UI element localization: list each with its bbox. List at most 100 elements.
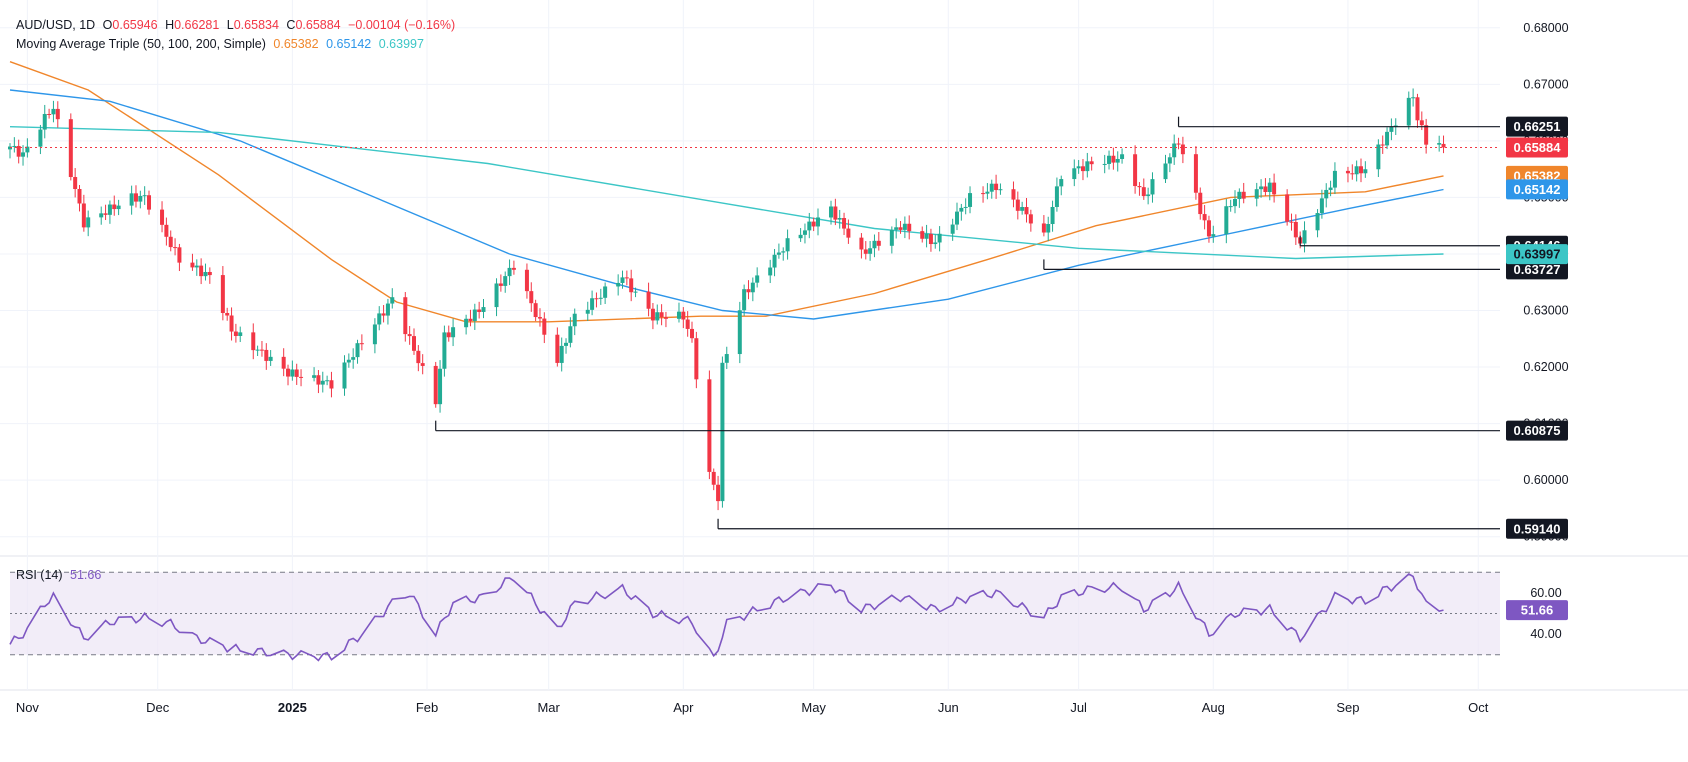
candle-body <box>954 211 959 225</box>
candle-body <box>1389 126 1394 132</box>
candle-body <box>411 336 416 351</box>
candle <box>77 184 82 212</box>
candle-body <box>1111 155 1116 163</box>
candle <box>907 215 912 240</box>
candle-body <box>451 327 456 338</box>
close-label: C <box>286 18 296 32</box>
candle <box>173 238 178 256</box>
candle <box>781 247 786 261</box>
candle-body <box>907 223 912 232</box>
candle <box>1380 135 1385 154</box>
candle-body <box>1285 194 1290 222</box>
candle-body <box>38 129 43 147</box>
ma-200-line <box>9 126 1444 260</box>
candle-body <box>920 231 925 239</box>
candle-body <box>711 471 716 485</box>
candle <box>290 360 295 381</box>
candle-body <box>203 271 208 277</box>
candle-body <box>876 240 881 246</box>
candle-body <box>737 310 742 355</box>
candle <box>86 210 91 237</box>
candle-body <box>1041 223 1046 233</box>
candle <box>1080 159 1085 181</box>
candle <box>1076 160 1081 174</box>
candle-body <box>1059 179 1064 187</box>
candle-body <box>1233 198 1238 207</box>
candle-body <box>1419 120 1424 126</box>
candle <box>238 326 243 343</box>
candle <box>1263 178 1268 196</box>
candle-body <box>542 318 547 335</box>
candle-body <box>1228 206 1233 208</box>
candle <box>38 124 43 155</box>
candle <box>863 241 868 260</box>
rsi-legend: RSI (14) 51.66 <box>16 568 105 582</box>
candle <box>1267 177 1272 201</box>
candle-body <box>8 146 12 150</box>
candle-body <box>594 298 599 300</box>
candle-body <box>112 204 117 210</box>
candle-body <box>420 363 425 366</box>
candle <box>1167 153 1172 173</box>
candle <box>220 266 225 321</box>
ma100-value: 0.65142 <box>326 37 372 51</box>
candle-body <box>511 267 516 270</box>
x-tick-label: Nov <box>16 700 40 715</box>
candle-body <box>381 313 386 316</box>
candle <box>503 271 508 293</box>
candle <box>1424 118 1429 154</box>
candle-body <box>998 189 1003 191</box>
candle-body <box>299 376 304 378</box>
candle-body <box>1046 224 1051 233</box>
candle-body <box>1080 166 1085 172</box>
candle <box>837 209 842 229</box>
candle <box>464 314 469 335</box>
candle <box>590 290 595 316</box>
candle-body <box>403 297 408 335</box>
candle <box>1385 127 1390 150</box>
candle-body <box>477 309 482 312</box>
candle-body <box>1376 144 1381 170</box>
candle-body <box>77 188 82 204</box>
candle <box>937 226 942 252</box>
candle <box>716 475 721 511</box>
candle <box>73 168 78 198</box>
candle-body <box>1411 97 1416 99</box>
candle-body <box>385 303 390 316</box>
candle-body <box>498 283 503 286</box>
candle <box>416 345 421 372</box>
candle <box>129 185 134 215</box>
candle <box>1172 134 1177 165</box>
candle-body <box>329 380 334 389</box>
candle-body <box>559 345 564 363</box>
candle-body <box>1254 189 1259 199</box>
candle <box>325 375 330 386</box>
candle-body <box>898 227 903 230</box>
candle <box>920 226 925 243</box>
candle-body <box>1350 173 1355 175</box>
rsi-value: 51.66 <box>70 568 102 582</box>
candle-body <box>585 309 590 314</box>
candle-body <box>1172 143 1177 158</box>
candle <box>1024 197 1029 223</box>
candle-body <box>959 207 964 212</box>
candle-body <box>342 362 347 389</box>
candle <box>829 200 834 225</box>
candle <box>542 312 547 344</box>
candle <box>381 305 386 323</box>
candle-body <box>572 313 577 327</box>
candle <box>107 200 112 224</box>
candle <box>142 186 147 205</box>
candle-body <box>281 356 286 369</box>
candle <box>663 311 668 328</box>
candle <box>47 108 52 119</box>
candle-body <box>1385 131 1390 146</box>
rsi-value-tag <box>1506 600 1568 621</box>
candle <box>481 299 486 319</box>
candle-body <box>746 289 751 293</box>
candle <box>1111 147 1116 170</box>
candle <box>225 307 230 321</box>
candle <box>99 206 104 225</box>
candle-body <box>1302 230 1307 244</box>
candle-body <box>616 282 621 287</box>
